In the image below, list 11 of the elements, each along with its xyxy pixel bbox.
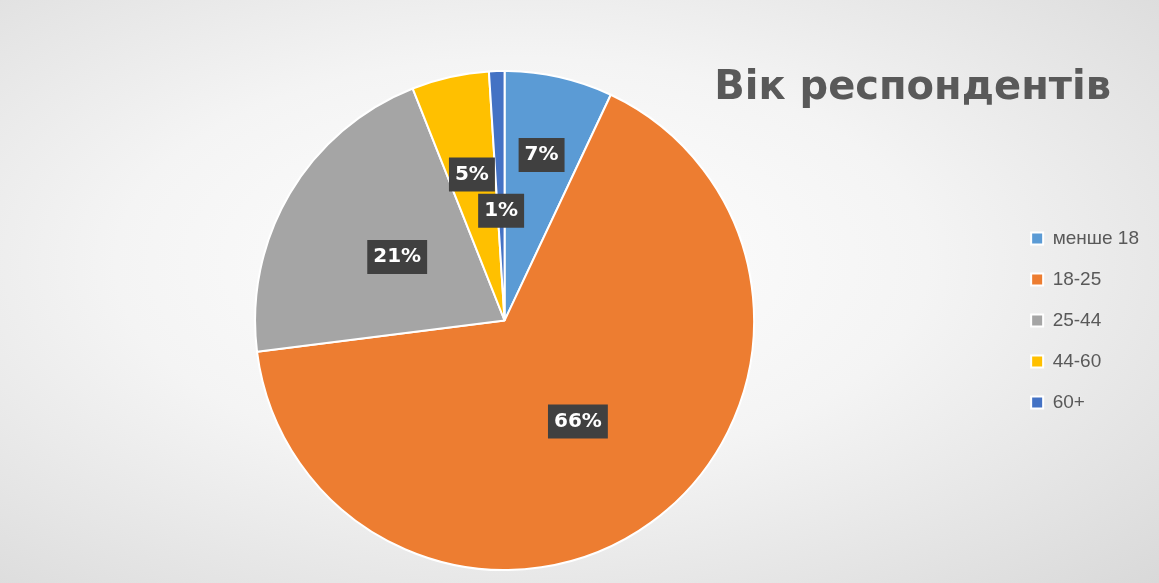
legend-label: 18-25	[1052, 267, 1102, 289]
data-label: 7%	[524, 141, 559, 166]
legend-label: 25-44	[1052, 308, 1102, 330]
data-label: 1%	[484, 196, 519, 221]
data-label: 21%	[373, 243, 422, 268]
chart-title: Вік респондентів	[714, 62, 1111, 108]
data-label: 5%	[454, 160, 489, 185]
data-label: 66%	[553, 407, 602, 432]
legend-label: 44-60	[1052, 349, 1102, 371]
legend-label: менше 18	[1052, 226, 1140, 248]
legend-label: 60+	[1052, 390, 1085, 412]
